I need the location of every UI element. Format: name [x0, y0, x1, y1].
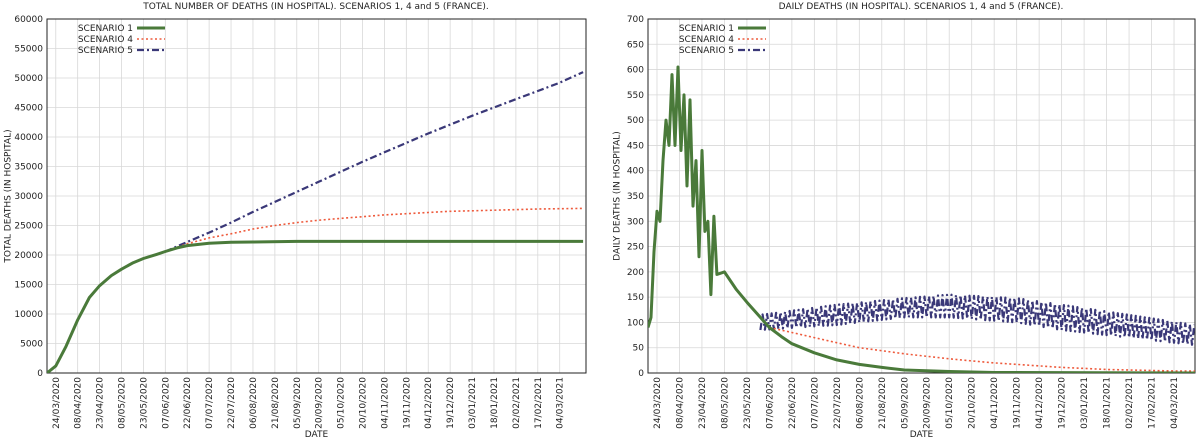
legend-label: SCENARIO 5 — [78, 46, 133, 56]
y-tick-label: 300 — [627, 217, 644, 227]
y-tick-label: 200 — [627, 268, 644, 278]
series-line-scenario-4 — [769, 326, 1195, 372]
x-tick-label: 03/01/2021 — [468, 377, 478, 429]
y-tick-label: 40000 — [14, 133, 43, 143]
x-tick-label: 03/01/2021 — [1080, 377, 1090, 429]
x-tick-label: 20/09/2020 — [315, 377, 325, 429]
y-tick-label: 10000 — [14, 310, 43, 320]
chart-title: TOTAL NUMBER OF DEATHS (IN HOSPITAL). SC… — [142, 2, 488, 12]
x-tick-label: 04/03/2021 — [1170, 377, 1180, 429]
y-tick-label: 35000 — [14, 163, 43, 173]
total-deaths-chart: TOTAL NUMBER OF DEATHS (IN HOSPITAL). SC… — [4, 2, 587, 440]
plot-frame — [46, 18, 587, 374]
x-tick-label: 18/01/2021 — [1103, 377, 1113, 429]
x-tick-label: 24/03/2020 — [52, 377, 62, 429]
y-tick-label: 550 — [627, 91, 644, 101]
legend-label: SCENARIO 4 — [679, 35, 734, 45]
y-tick-label: 150 — [627, 293, 644, 303]
x-tick-label: 23/05/2020 — [743, 377, 753, 429]
y-tick-label: 55000 — [14, 45, 43, 55]
y-tick-label: 20000 — [14, 251, 43, 261]
y-tick-label: 0 — [37, 369, 43, 379]
x-tick-label: 08/04/2020 — [74, 377, 84, 429]
x-tick-label: 22/07/2020 — [833, 377, 843, 429]
y-tick-label: 600 — [627, 66, 644, 76]
x-tick-label: 19/12/2020 — [1058, 377, 1068, 429]
x-tick-label: 08/04/2020 — [675, 377, 685, 429]
legend-label: SCENARIO 5 — [679, 46, 734, 56]
x-tick-label: 24/03/2020 — [653, 377, 663, 429]
y-tick-label: 700 — [627, 15, 644, 25]
x-tick-label: 04/11/2020 — [380, 377, 390, 429]
x-tick-label: 05/10/2020 — [337, 377, 347, 429]
x-tick-label: 17/02/2021 — [534, 377, 544, 429]
x-tick-label: 06/08/2020 — [855, 377, 865, 429]
x-tick-label: 07/06/2020 — [765, 377, 775, 429]
y-tick-label: 25000 — [14, 222, 43, 232]
x-tick-label: 06/08/2020 — [249, 377, 259, 429]
y-tick-label: 500 — [627, 116, 644, 126]
x-tick-label: 23/05/2020 — [139, 377, 149, 429]
y-tick-label: 0 — [638, 369, 644, 379]
y-tick-label: 350 — [627, 192, 644, 202]
x-tick-label: 18/01/2021 — [490, 377, 500, 429]
y-tick-label: 450 — [627, 141, 644, 151]
x-tick-label: 07/07/2020 — [205, 377, 215, 429]
y-tick-label: 650 — [627, 40, 644, 50]
plot-frame — [647, 18, 1196, 374]
x-tick-label: 22/07/2020 — [227, 377, 237, 429]
legend-label: SCENARIO 1 — [78, 24, 133, 34]
daily-deaths-chart: DAILY DEATHS (IN HOSPITAL). SCENARIOS 1,… — [613, 2, 1196, 440]
x-tick-label: 21/08/2020 — [271, 377, 281, 429]
x-tick-label: 04/03/2021 — [556, 377, 566, 429]
x-tick-label: 19/12/2020 — [446, 377, 456, 429]
x-tick-label: 21/08/2020 — [878, 377, 888, 429]
x-tick-label: 23/04/2020 — [698, 377, 708, 429]
x-axis-label: DATE — [305, 430, 329, 440]
x-tick-label: 05/09/2020 — [900, 377, 910, 429]
y-tick-label: 400 — [627, 167, 644, 177]
x-tick-label: 02/02/2021 — [512, 377, 522, 429]
x-tick-label: 04/12/2020 — [424, 377, 434, 429]
x-tick-label: 08/05/2020 — [117, 377, 127, 429]
y-tick-label: 50 — [633, 344, 645, 354]
x-tick-label: 22/06/2020 — [788, 377, 798, 429]
x-tick-label: 05/09/2020 — [293, 377, 303, 429]
y-tick-label: 100 — [627, 318, 644, 328]
x-tick-label: 04/11/2020 — [990, 377, 1000, 429]
x-tick-label: 02/02/2021 — [1125, 377, 1135, 429]
series-line-scenario-1 — [47, 239, 584, 373]
y-tick-label: 50000 — [14, 74, 43, 84]
y-tick-label: 60000 — [14, 15, 43, 25]
x-tick-label: 07/06/2020 — [161, 377, 171, 429]
x-tick-label: 22/06/2020 — [183, 377, 193, 429]
chart-title: DAILY DEATHS (IN HOSPITAL). SCENARIOS 1,… — [779, 2, 1064, 12]
x-tick-label: 23/04/2020 — [96, 377, 106, 429]
y-tick-label: 45000 — [14, 104, 43, 114]
x-tick-label: 20/10/2020 — [968, 377, 978, 429]
y-axis-label: DAILY DEATHS (IN HOSPITAL) — [613, 131, 623, 261]
x-tick-label: 19/11/2020 — [402, 377, 412, 429]
series-line-scenario-4 — [165, 207, 584, 253]
legend-label: SCENARIO 4 — [78, 35, 133, 45]
y-tick-label: 30000 — [14, 192, 43, 202]
x-tick-label: 19/11/2020 — [1013, 377, 1023, 429]
series-line-scenario-5 — [164, 71, 584, 253]
x-tick-label: 04/12/2020 — [1035, 377, 1045, 429]
y-tick-label: 250 — [627, 243, 644, 253]
x-tick-label: 08/05/2020 — [720, 377, 730, 429]
x-axis-label: DATE — [910, 430, 934, 440]
x-tick-label: 20/10/2020 — [359, 377, 369, 429]
x-tick-label: 05/10/2020 — [945, 377, 955, 429]
legend-label: SCENARIO 1 — [679, 24, 734, 34]
x-tick-label: 07/07/2020 — [810, 377, 820, 429]
series-line-scenario-5 — [759, 293, 1195, 346]
series-line-scenario-1 — [648, 65, 1195, 373]
y-axis-label: TOTAL DEATHS (IN HOSPITAL) — [4, 129, 14, 263]
y-tick-label: 5000 — [20, 340, 43, 350]
y-tick-label: 15000 — [14, 281, 43, 291]
x-tick-label: 20/09/2020 — [923, 377, 933, 429]
x-tick-label: 17/02/2021 — [1148, 377, 1158, 429]
